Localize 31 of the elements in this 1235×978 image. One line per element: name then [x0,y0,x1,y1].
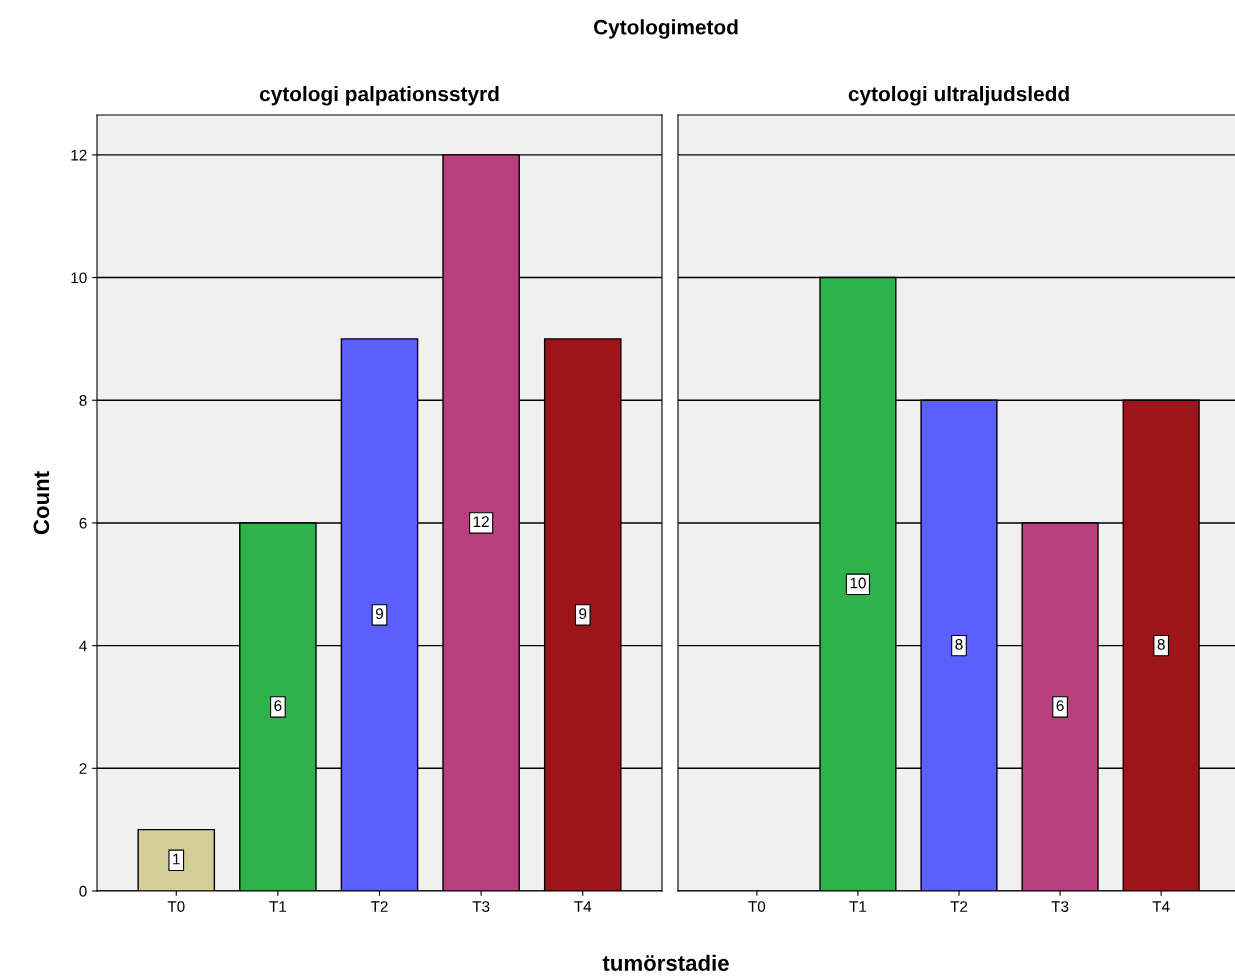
x-tick-label: T0 [748,901,766,912]
chart-title: cytologi palpationsstyrd [259,86,499,106]
y-tick-label: 0 [79,885,87,897]
text: Cytologimetod [593,19,738,39]
x-tick-label: T3 [1051,901,1069,912]
x-tick-label: T2 [370,901,388,912]
x-tick-label: T3 [472,901,490,912]
y-tick-label: 10 [71,272,87,284]
chart-title: cytologi ultraljudsledd [848,86,1069,106]
data-label: 12 [473,516,489,527]
y-tick-label: 2 [79,763,87,774]
data-label: 6 [1056,700,1064,712]
data-label: 9 [579,608,587,620]
x-tick-label: T4 [1152,901,1170,912]
data-label: 6 [274,700,282,712]
y-tick-label: 6 [79,517,87,529]
data-label: 10 [850,577,866,589]
data-label: 1 [173,853,180,865]
y-axis-title: Count [33,471,50,535]
x-tick-label: T0 [167,901,185,912]
x-tick-label: T2 [950,901,968,912]
data-label: 9 [375,608,384,620]
x-tick-label: T4 [574,901,592,912]
x-tick-label: T1 [269,901,287,912]
data-label: 8 [955,638,963,650]
y-tick-label: 12 [71,149,87,161]
x-axis-title: tumörstadie [602,954,729,971]
data-label: 8 [1157,638,1165,650]
y-tick-label: 8 [79,395,87,406]
y-tick-label: 4 [79,640,87,652]
x-tick-label: T1 [849,901,867,912]
